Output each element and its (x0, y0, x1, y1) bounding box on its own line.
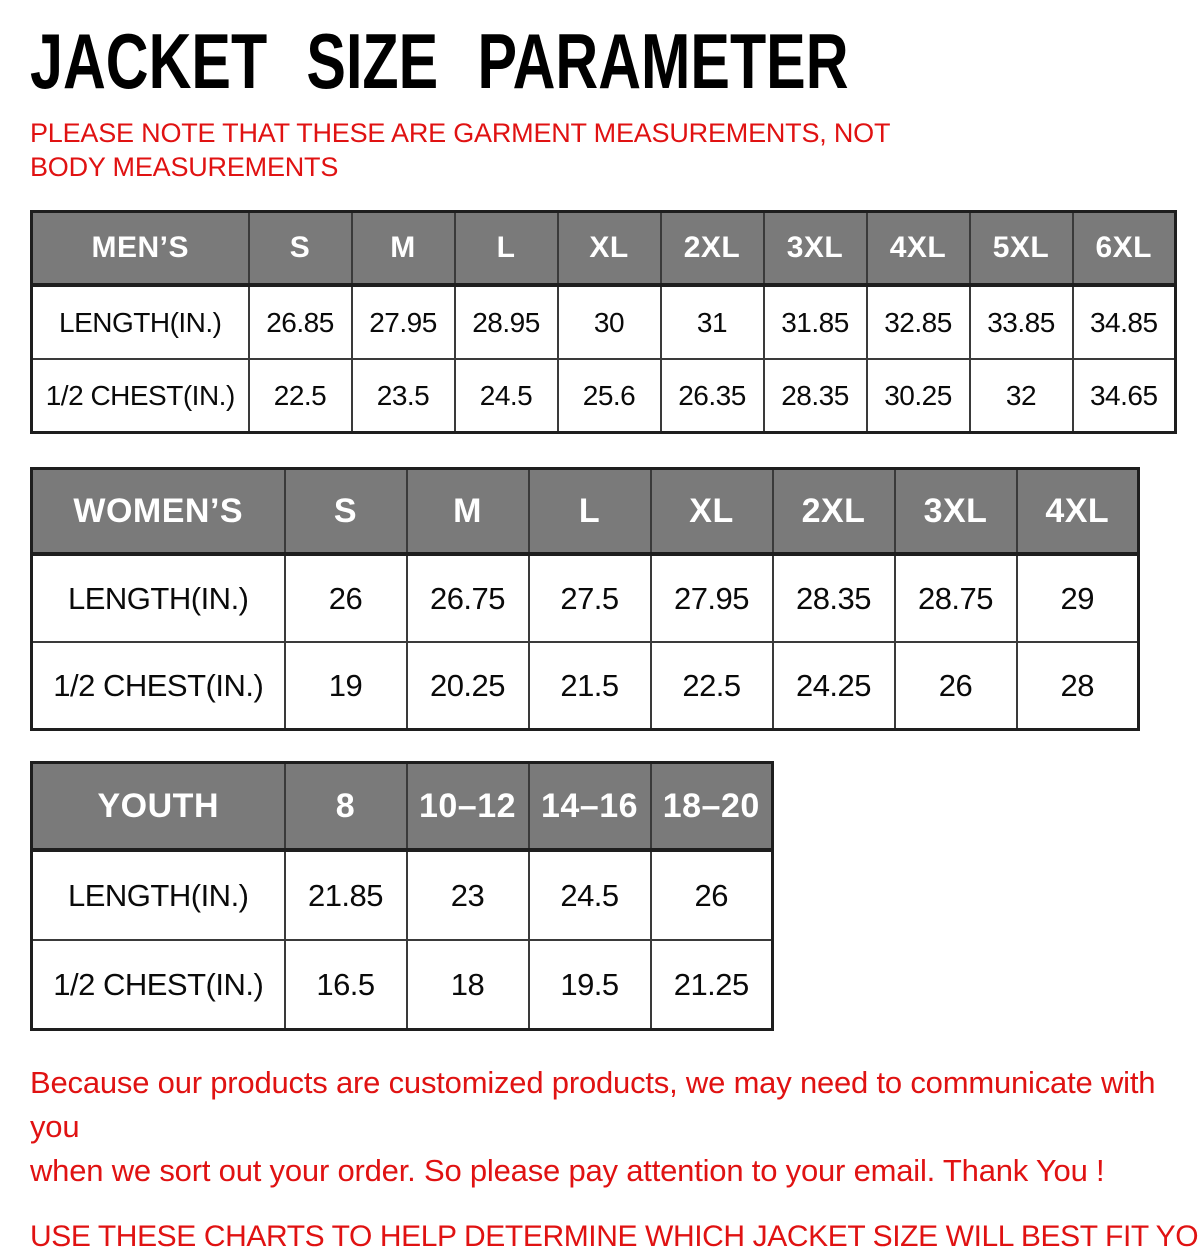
measurement-cell: 24.5 (527, 849, 652, 942)
measurement-cell: 19.5 (527, 939, 652, 1031)
row-label-cell: 1/2 CHEST(IN.) (30, 939, 286, 1031)
size-header-cell: 3XL (762, 210, 868, 288)
row-label-cell: 1/2 CHEST(IN.) (30, 358, 250, 434)
measurement-cell: 33.85 (968, 284, 1074, 361)
size-header-cell: 4XL (1015, 467, 1140, 557)
mens-table-title: MEN’S (30, 210, 250, 288)
customization-notice-line1: Because our products are customized prod… (30, 1065, 1156, 1145)
measurement-cell: 23 (405, 849, 530, 942)
size-header-cell: 10–12 (405, 761, 530, 853)
measurement-cell: 21.85 (283, 849, 408, 942)
measurement-cell: 30.25 (865, 358, 971, 434)
size-header-cell: 5XL (968, 210, 1074, 288)
youth-measurement-row: 1/2 CHEST(IN.) 16.5 18 19.5 21.25 (30, 939, 774, 1031)
womens-measurement-row: LENGTH(IN.) 26 26.75 27.5 27.95 28.35 28.75 29 (30, 553, 1140, 644)
mens-header-row: MEN’S S M L XL 2XL 3XL 4XL 5XL 6XL (30, 210, 1177, 288)
measurement-cell: 20.25 (405, 641, 530, 731)
measurement-cell: 18 (405, 939, 530, 1031)
youth-measurement-row: LENGTH(IN.) 21.85 23 24.5 26 (30, 849, 774, 942)
youth-table-title: YOUTH (30, 761, 286, 853)
measurement-cell: 27.95 (350, 284, 456, 361)
measurement-cell: 16.5 (283, 939, 408, 1031)
measurement-cell: 21.5 (527, 641, 652, 731)
measurement-cell: 26.35 (659, 358, 765, 434)
measurement-cell: 26 (893, 641, 1018, 731)
youth-header-row: YOUTH 8 10–12 14–16 18–20 (30, 761, 774, 853)
womens-header-row: WOMEN’S S M L XL 2XL 3XL 4XL (30, 467, 1140, 557)
size-header-cell: 4XL (865, 210, 971, 288)
size-header-cell: L (527, 467, 652, 557)
size-header-cell: XL (649, 467, 774, 557)
customization-notice-line2: when we sort out your order. So please p… (30, 1153, 1105, 1189)
womens-measurement-row: 1/2 CHEST(IN.) 19 20.25 21.5 22.5 24.25 26 28 (30, 641, 1140, 731)
size-header-cell: 14–16 (527, 761, 652, 853)
size-header-cell: L (453, 210, 559, 288)
size-header-cell: M (350, 210, 456, 288)
measurement-cell: 31 (659, 284, 765, 361)
size-header-cell: 6XL (1071, 210, 1177, 288)
measurement-cell: 27.95 (649, 553, 774, 644)
size-header-cell: 2XL (771, 467, 896, 557)
measurement-cell: 32 (968, 358, 1074, 434)
size-tables-container: MEN’S S M L XL 2XL 3XL 4XL 5XL 6XL LENGTH(IN.) 26.8… (0, 210, 1200, 1032)
measurement-cell: 26.85 (247, 284, 353, 361)
row-label-cell: LENGTH(IN.) (30, 284, 250, 361)
measurement-cell: 31.85 (762, 284, 868, 361)
size-header-cell: S (283, 467, 408, 557)
size-header-cell: 2XL (659, 210, 765, 288)
mens-measurement-row: 1/2 CHEST(IN.) 22.5 23.5 24.5 25.6 26.35 28.35… (30, 358, 1177, 434)
row-label-cell: 1/2 CHEST(IN.) (30, 641, 286, 731)
measurement-cell: 23.5 (350, 358, 456, 434)
title-wrap: JACKET SIZE PARAMETER (0, 0, 1200, 106)
measurement-cell: 34.65 (1071, 358, 1177, 434)
fit-advice-text: USE THESE CHARTS TO HELP DETERMINE WHICH… (30, 1220, 1200, 1254)
customization-notice: Because our products are customized prod… (30, 1061, 1180, 1193)
womens-size-table: WOMEN’S S M L XL 2XL 3XL 4XL LENGTH(IN.) 26 26.75 2… (30, 467, 1140, 732)
measurement-cell: 34.85 (1071, 284, 1177, 361)
measurement-cell: 22.5 (247, 358, 353, 434)
measurement-cell: 25.6 (556, 358, 662, 434)
youth-size-table: YOUTH 8 10–12 14–16 18–20 LENGTH(IN.) 21.85 23 2… (30, 761, 774, 1032)
size-header-cell: 8 (283, 761, 408, 853)
size-header-cell: 18–20 (649, 761, 774, 853)
measurement-cell: 26 (649, 849, 774, 942)
measurement-cell: 28.35 (771, 553, 896, 644)
size-header-cell: 3XL (893, 467, 1018, 557)
row-label-cell: LENGTH(IN.) (30, 553, 286, 644)
womens-table-title: WOMEN’S (30, 467, 286, 557)
size-header-cell: M (405, 467, 530, 557)
measurement-cell: 30 (556, 284, 662, 361)
measurement-cell: 29 (1015, 553, 1140, 644)
measurement-cell: 24.25 (771, 641, 896, 731)
measurement-cell: 21.25 (649, 939, 774, 1031)
mens-measurement-row: LENGTH(IN.) 26.85 27.95 28.95 30 31 31.85 32.85… (30, 284, 1177, 361)
page-title: JACKET SIZE PARAMETER (30, 17, 849, 105)
garment-measurement-note: PLEASE NOTE THAT THESE ARE GARMENT MEASU… (30, 118, 890, 183)
size-header-cell: XL (556, 210, 662, 288)
measurement-cell: 19 (283, 641, 408, 731)
measurement-cell: 28.95 (453, 284, 559, 361)
measurement-cell: 28.75 (893, 553, 1018, 644)
measurement-cell: 22.5 (649, 641, 774, 731)
mens-size-table: MEN’S S M L XL 2XL 3XL 4XL 5XL 6XL LENGTH(IN.) 26.8… (30, 210, 1177, 435)
measurement-cell: 24.5 (453, 358, 559, 434)
measurement-cell: 28 (1015, 641, 1140, 731)
size-header-cell: S (247, 210, 353, 288)
measurement-cell: 27.5 (527, 553, 652, 644)
measurement-cell: 28.35 (762, 358, 868, 434)
measurement-cell: 26 (283, 553, 408, 644)
row-label-cell: LENGTH(IN.) (30, 849, 286, 942)
measurement-cell: 32.85 (865, 284, 971, 361)
measurement-cell: 26.75 (405, 553, 530, 644)
